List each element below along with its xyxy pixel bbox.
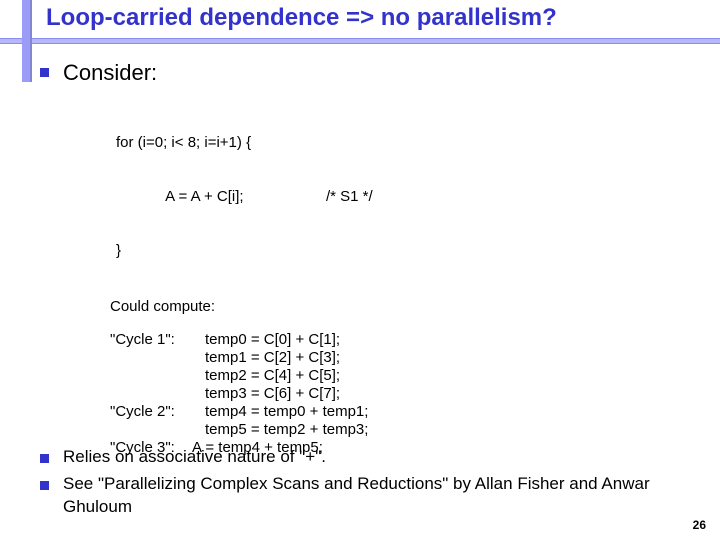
slide-horizontal-rule	[0, 38, 720, 44]
cycle-1-row: "Cycle 1": temp0 = C[0] + C[1]; temp1 = …	[110, 331, 700, 403]
bullet-text: Relies on associative nature of "+".	[63, 446, 326, 469]
bullet-associative: Relies on associative nature of "+".	[40, 446, 690, 469]
cycle-block: "Cycle 1": temp0 = C[0] + C[1]; temp1 = …	[110, 331, 700, 457]
bullet-icon	[40, 68, 49, 77]
bullet-reference: See "Parallelizing Complex Scans and Red…	[40, 473, 690, 519]
code-line-3: }	[116, 242, 700, 260]
bullet-consider: Consider:	[40, 60, 700, 86]
slide-title: Loop-carried dependence => no parallelis…	[46, 4, 557, 32]
code-comment: /* S1 */	[326, 188, 373, 206]
could-compute-text: Could compute:	[110, 298, 700, 315]
bullet-icon	[40, 481, 49, 490]
code-line-1: for (i=0; i< 8; i=i+1) {	[116, 134, 700, 152]
cycle-2-body: temp4 = temp0 + temp1; temp5 = temp2 + t…	[205, 403, 368, 439]
cycle-2-row: "Cycle 2": temp4 = temp0 + temp1; temp5 …	[110, 403, 700, 439]
cycle-1-body: temp0 = C[0] + C[1]; temp1 = C[2] + C[3]…	[205, 331, 340, 403]
cycle-1-label: "Cycle 1":	[110, 331, 205, 403]
slide-vertical-rule	[22, 0, 32, 82]
code-assign: A = A + C[i];	[116, 188, 326, 206]
bottom-bullets: Relies on associative nature of "+". See…	[40, 446, 690, 523]
code-block: for (i=0; i< 8; i=i+1) { A = A + C[i]; /…	[116, 98, 700, 296]
bullet-icon	[40, 454, 49, 463]
page-number: 26	[693, 518, 706, 532]
cycle-2-label: "Cycle 2":	[110, 403, 205, 439]
slide-content: Consider: for (i=0; i< 8; i=i+1) { A = A…	[40, 60, 700, 457]
code-line-2: A = A + C[i]; /* S1 */	[116, 188, 700, 206]
bullet-text: Consider:	[63, 60, 157, 86]
bullet-text: See "Parallelizing Complex Scans and Red…	[63, 473, 690, 519]
